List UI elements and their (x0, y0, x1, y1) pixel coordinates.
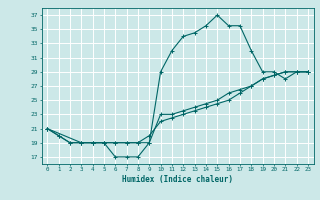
X-axis label: Humidex (Indice chaleur): Humidex (Indice chaleur) (122, 175, 233, 184)
